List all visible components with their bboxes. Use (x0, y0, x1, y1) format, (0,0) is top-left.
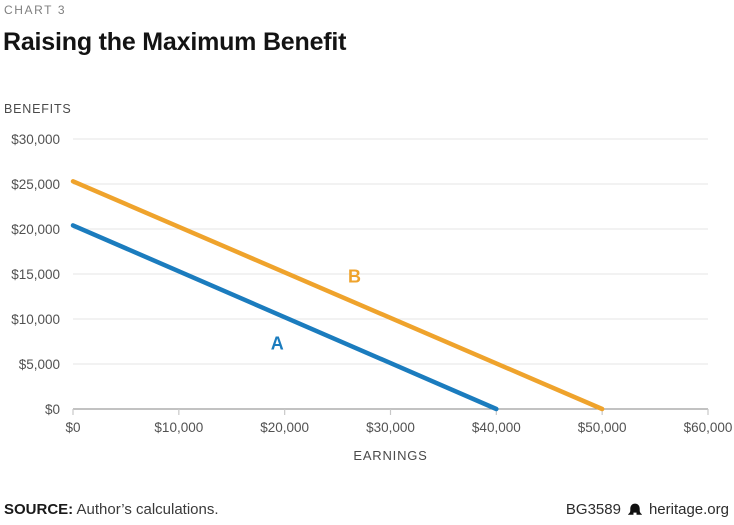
x-tick-label: $50,000 (578, 420, 627, 435)
doc-id: BG3589 (565, 501, 621, 518)
y-axis-title: BENEFITS (4, 102, 72, 116)
x-tick-label: $10,000 (154, 420, 203, 435)
chart-number-eyebrow: CHART 3 (4, 3, 67, 17)
chart-canvas: $0 $5,000 $10,000 $15,000 $20,000 $25,000 $30,… (11, 132, 733, 463)
y-tick-label: $15,000 (11, 267, 60, 282)
page-title: Raising the Maximum Benefit (3, 28, 347, 56)
x-tick-label: $0 (65, 420, 80, 435)
y-tick-label: $25,000 (11, 177, 60, 192)
y-tick-label: $0 (45, 402, 60, 417)
x-tick-label: $40,000 (472, 420, 521, 435)
x-tick-label: $30,000 (366, 420, 415, 435)
site-link[interactable]: heritage.org (648, 501, 729, 518)
attribution: BG3589 heritage.org (566, 501, 729, 518)
series-label-B: B (348, 267, 361, 287)
y-tick-label: $10,000 (11, 312, 60, 327)
source-note: SOURCE: Author’s calculations. (4, 501, 219, 518)
series-A-line (70, 223, 499, 412)
x-tick-label: $20,000 (260, 420, 309, 435)
liberty-bell-icon (628, 503, 642, 515)
y-tick-label: $30,000 (11, 132, 60, 147)
source-text: Author’s calculations. (73, 501, 219, 518)
source-label: SOURCE: (4, 501, 74, 518)
footer: SOURCE: Author’s calculations. BG3589 he… (0, 499, 734, 521)
y-tick-label: $5,000 (19, 357, 60, 372)
series-label-A: A (271, 333, 284, 353)
x-tick-label: $60,000 (684, 420, 733, 435)
x-axis-title: EARNINGS (353, 448, 427, 463)
y-tick-label: $20,000 (11, 222, 60, 237)
series-B-line (70, 179, 605, 412)
